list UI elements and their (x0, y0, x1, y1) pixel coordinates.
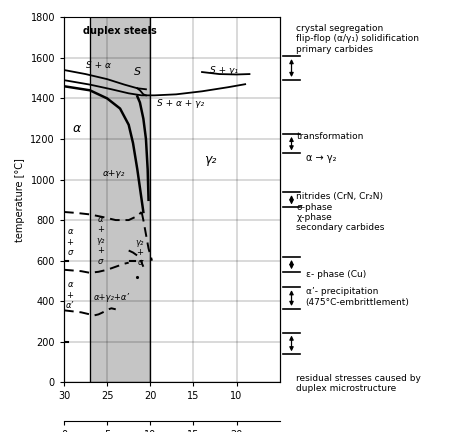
Text: S + α: S + α (86, 61, 111, 70)
Text: nitrides (CrN, Cr₂N)
σ-phase
χ-phase
secondary carbides: nitrides (CrN, Cr₂N) σ-phase χ-phase sec… (296, 192, 384, 232)
Text: crystal segregation
flip-flop (α/γ₁) solidification
primary carbides: crystal segregation flip-flop (α/γ₁) sol… (296, 24, 419, 54)
Text: α: α (73, 122, 81, 135)
Text: S + α + γ₂: S + α + γ₂ (157, 99, 204, 108)
Text: α
+
γ₂
+
σ: α + γ₂ + σ (96, 215, 104, 266)
Text: transformation: transformation (296, 132, 364, 141)
Text: α → γ₂: α → γ₂ (306, 153, 336, 163)
Text: duplex steels: duplex steels (83, 26, 157, 36)
Y-axis label: temperature [°C]: temperature [°C] (15, 158, 25, 242)
Text: ε- phase (Cu): ε- phase (Cu) (306, 270, 366, 279)
Text: S + γ₁: S + γ₁ (210, 66, 237, 74)
Text: α
+
σ: α + σ (66, 228, 73, 257)
Text: α’- precipitation
(475°C-embrittlement): α’- precipitation (475°C-embrittlement) (306, 287, 410, 307)
Text: α+γ₂: α+γ₂ (103, 169, 125, 178)
Bar (90, 17, 150, 382)
Text: γ₂: γ₂ (204, 153, 217, 166)
Text: S: S (134, 67, 141, 77)
Text: α
+
α’: α + α’ (66, 280, 74, 310)
Text: α+γ₂+α’: α+γ₂+α’ (93, 292, 129, 302)
Text: γ₂
+
σ: γ₂ + σ (136, 238, 144, 267)
Text: residual stresses caused by
duplex microstructure: residual stresses caused by duplex micro… (296, 374, 421, 393)
